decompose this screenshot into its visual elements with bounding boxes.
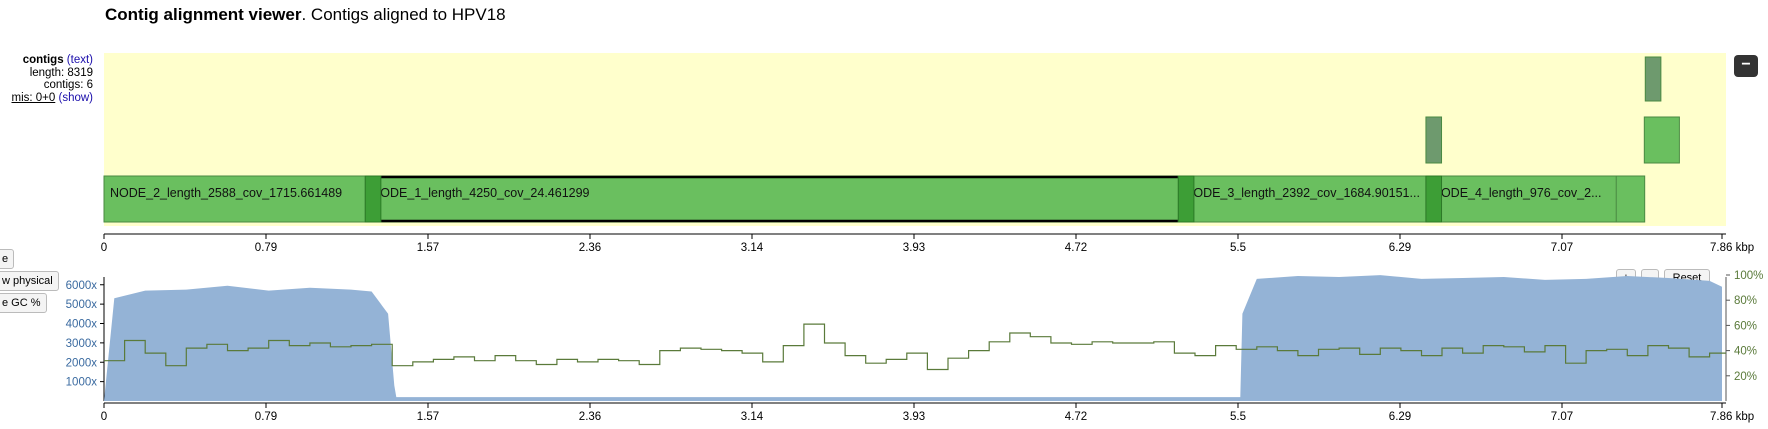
contig-rect [1644,117,1679,163]
contig-rect [1645,57,1661,101]
coverage-axis-tick-label: 6.29 [1389,411,1411,423]
coverage-axis-tick-label: 0 [101,411,107,423]
alignment-axis-tick-label: 6.29 [1389,242,1411,254]
contig-block[interactable] [1645,57,1661,101]
gc-y-tick-label: 60% [1734,320,1757,332]
alignment-axis-tick-label: 5.5 [1230,242,1246,254]
coverage-axis-tick-label: 7.86 kbp [1710,411,1754,423]
coverage-axis-tick-label: 5.5 [1230,411,1246,423]
coverage-axis-tick-label: 1.57 [417,411,439,423]
contig-label: NODE_4_length_976_cov_2... [1432,186,1602,200]
alignment-axis-tick-label: 1.57 [417,242,439,254]
alignment-axis-tick-label: 0.79 [255,242,277,254]
coverage-y-tick-label: 2000x [66,357,98,369]
gc-y-tick-label: 100% [1734,270,1763,282]
contig-overlap [365,176,381,222]
alignment-axis-tick-label: 2.36 [579,242,601,254]
coverage-y-tick-label: 4000x [66,319,98,331]
contig-overlap [1178,176,1194,222]
alignment-axis-tick-label: 3.14 [741,242,764,254]
coverage-area [104,275,1722,401]
alignment-axis-tick-label: 3.93 [903,242,925,254]
coverage-y-tick-label: 6000x [66,280,98,292]
alignment-axis-tick-label: 4.72 [1065,242,1087,254]
gc-y-tick-label: 20% [1734,371,1757,383]
coverage-y-tick-label: 3000x [66,338,98,350]
alignment-axis-tick-label: 7.07 [1551,242,1573,254]
coverage-y-tick-label: 1000x [66,377,98,389]
coverage-axis-tick-label: 3.14 [741,411,764,423]
contig-rect [1426,117,1442,163]
contig-block[interactable] [1644,117,1679,163]
contig-block[interactable] [1426,117,1442,163]
coverage-axis-tick-label: 0.79 [255,411,277,423]
coverage-axis-tick-label: 3.93 [903,411,925,423]
contig-overlap [1426,176,1442,222]
contig-block[interactable]: NODE_4_length_976_cov_2... [1426,176,1616,222]
coverage-axis-tick-label: 2.36 [579,411,601,423]
contig-label: NODE_1_length_4250_cov_24.461299 [371,186,589,200]
gc-y-tick-label: 40% [1734,346,1757,358]
coverage-y-tick-label: 5000x [66,299,98,311]
coverage-axis-tick-label: 7.07 [1551,411,1573,423]
alignment-axis-tick-label: 0 [101,242,107,254]
alignment-axis-tick-label: 7.86 kbp [1710,242,1754,254]
contig-block[interactable]: NODE_1_length_4250_cov_24.461299 [365,176,1194,222]
contig-label: NODE_2_length_2588_cov_1715.661489 [110,186,342,200]
gc-y-tick-label: 80% [1734,295,1757,307]
coverage-axis-tick-label: 4.72 [1065,411,1087,423]
contig-label: NODE_3_length_2392_cov_1684.90151... [1184,186,1420,200]
